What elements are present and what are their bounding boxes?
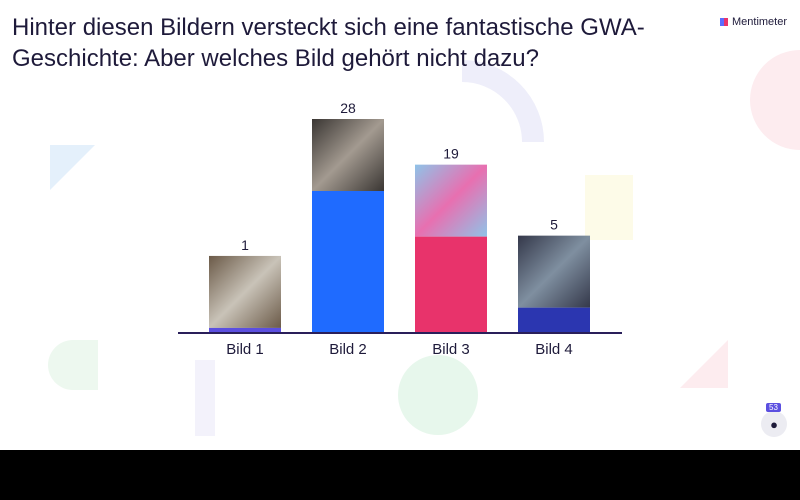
decor-rect (585, 175, 633, 240)
bar-image (312, 119, 384, 191)
data-label: 1 (241, 237, 249, 253)
decor-half-circle (48, 340, 98, 390)
bar (209, 327, 281, 333)
bar-image (415, 164, 487, 237)
bar (518, 307, 590, 333)
decor-circle (398, 355, 478, 435)
question-title: Hinter diesen Bildern versteckt sich ein… (12, 14, 645, 72)
decor-triangle (680, 340, 728, 388)
category-label: Bild 2 (329, 341, 367, 358)
bar-image (209, 255, 281, 328)
bar (312, 191, 384, 333)
category-label: Bild 4 (535, 341, 573, 358)
data-label: 5 (550, 217, 558, 233)
logo-icon (720, 18, 728, 26)
data-label: 28 (340, 100, 356, 116)
audience-count: 53 (766, 403, 781, 412)
decor-bar (195, 360, 215, 436)
decor-triangle (50, 145, 95, 190)
bar-chart: 1 Bild 1 28 Bild 2 19 Bild 3 5 Bild 4 (178, 100, 622, 358)
category-label: Bild 3 (432, 341, 470, 358)
mentimeter-logo: Mentimeter (720, 16, 787, 28)
category-label: Bild 1 (226, 341, 264, 358)
bar (415, 236, 487, 333)
data-label: 19 (443, 146, 459, 162)
person-icon: ● (770, 416, 778, 432)
audience-button[interactable]: ● (761, 411, 787, 437)
slide: Hinter diesen Bildern versteckt sich ein… (0, 0, 800, 450)
bar-image (518, 235, 590, 308)
brand-name: Mentimeter (732, 16, 788, 28)
